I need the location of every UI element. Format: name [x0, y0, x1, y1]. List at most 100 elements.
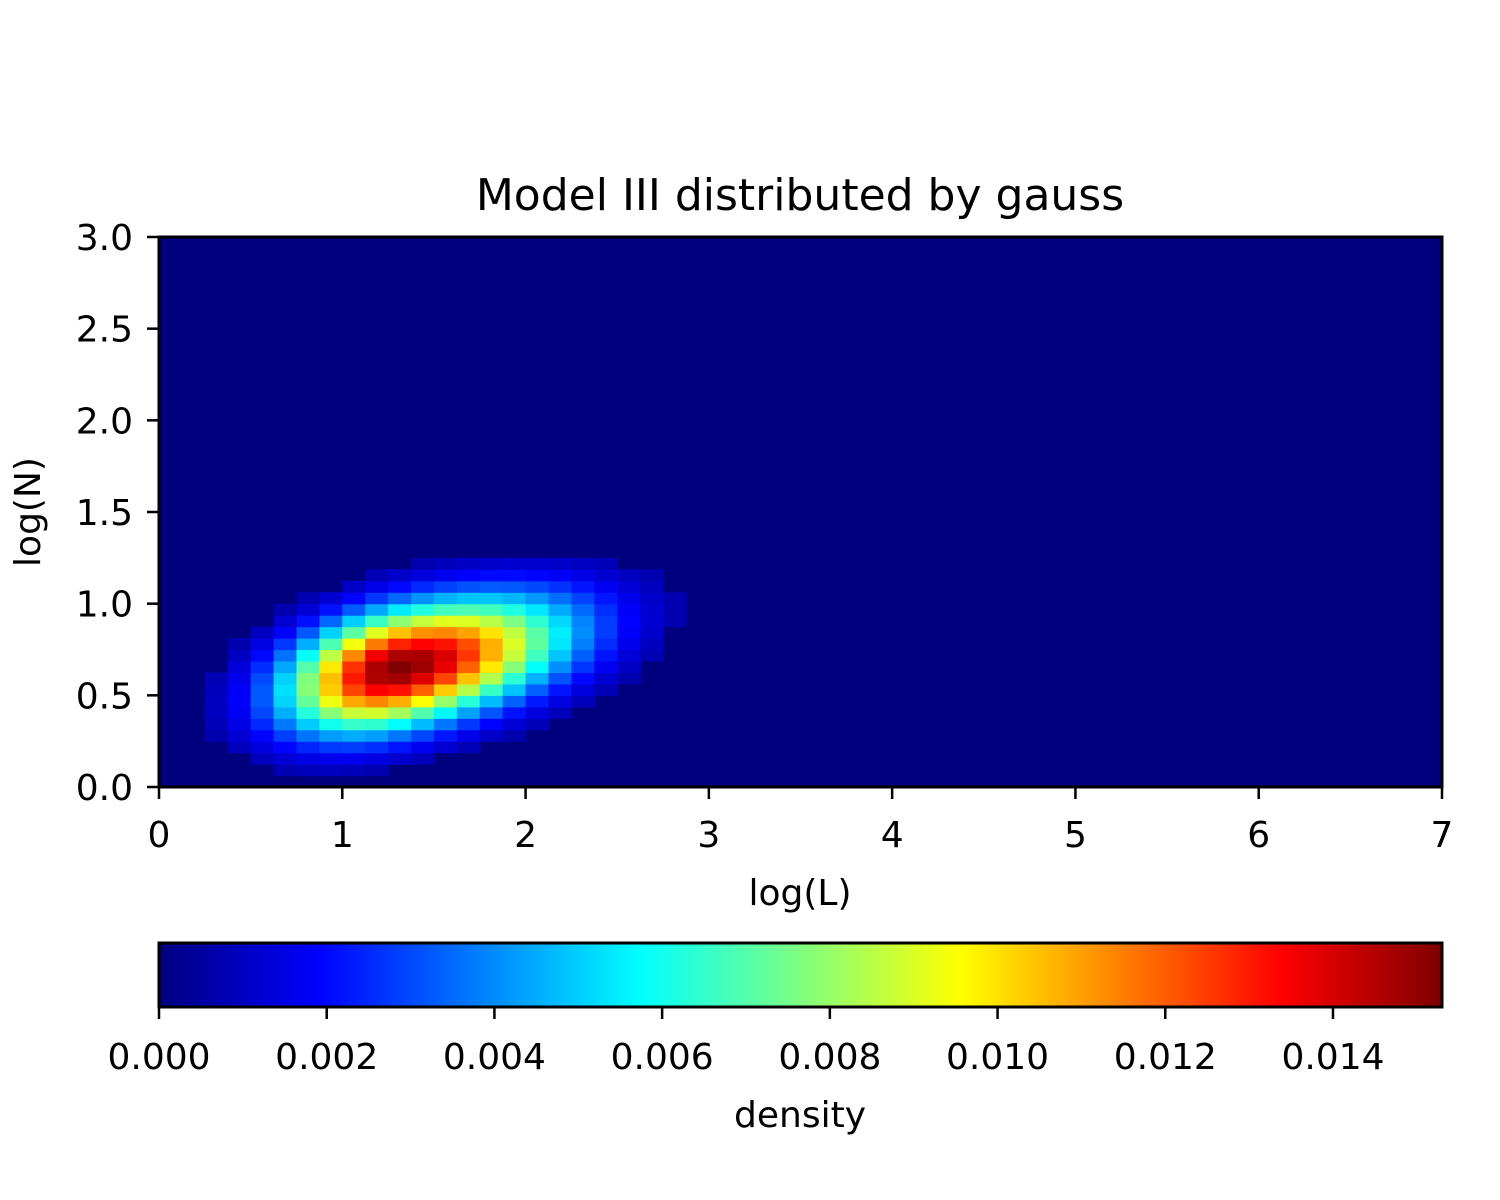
colorbar-tick-label: 0.014 — [1281, 1037, 1384, 1078]
heatmap-cell — [319, 695, 343, 708]
heatmap-cell — [365, 660, 389, 674]
heatmap-cell — [502, 672, 527, 685]
heatmap-cell — [479, 626, 504, 639]
heatmap-cell — [456, 706, 481, 719]
heatmap-cell — [571, 557, 595, 570]
heatmap-cell — [365, 672, 389, 685]
heatmap-cell — [227, 660, 252, 674]
heatmap-cell — [273, 638, 298, 651]
colorbar-tick-label: 0.004 — [443, 1037, 546, 1078]
heatmap-cell — [296, 764, 320, 777]
heatmap-cell — [479, 729, 504, 742]
heatmap-cell — [502, 638, 527, 651]
heatmap-cell — [502, 683, 527, 696]
heatmap-cell — [548, 649, 572, 662]
heatmap-cell — [571, 603, 595, 616]
heatmap-cell — [204, 672, 229, 685]
heatmap-cell — [319, 649, 343, 662]
y-tick-label: 2.5 — [76, 310, 133, 351]
heatmap-cell — [479, 672, 504, 685]
heatmap-cell — [502, 603, 527, 616]
heatmap-cell — [411, 626, 435, 639]
heatmap-cell — [227, 638, 252, 651]
heatmap-cell — [479, 706, 504, 719]
x-axis-ticks: 0 1 2 3 4 5 6 7 — [148, 787, 1454, 856]
heatmap-cell — [433, 695, 458, 708]
heatmap-cell — [525, 569, 550, 582]
heatmap-cell — [479, 638, 504, 651]
heatmap-cell — [319, 706, 343, 719]
heatmap-cell — [548, 660, 572, 674]
heatmap-cell — [433, 706, 458, 719]
colorbar-tick-label: 0.010 — [946, 1037, 1049, 1078]
heatmap-cell — [433, 660, 458, 674]
heatmap-cell — [548, 672, 572, 685]
heatmap-cell — [411, 741, 435, 754]
heatmap-cell — [433, 626, 458, 639]
heatmap-cell — [250, 649, 275, 662]
heatmap-cell — [571, 569, 595, 582]
heatmap-cell — [479, 683, 504, 696]
heatmap-cell — [571, 649, 595, 662]
colorbar-ticks: 0.000 0.002 0.004 0.006 0.008 0.010 0.012 0.014 — [107, 1007, 1385, 1078]
heatmap-cell — [296, 638, 320, 651]
heatmap-cell — [525, 672, 550, 685]
heatmap-cell — [525, 557, 550, 570]
heatmap-cell — [433, 741, 458, 754]
heatmap-cell — [594, 638, 618, 651]
heatmap-cell — [640, 580, 664, 593]
heatmap-cell — [273, 729, 298, 742]
heatmap-cell — [479, 592, 504, 605]
heatmap-cell — [296, 706, 320, 719]
heatmap-cell — [365, 603, 389, 616]
x-tick-label: 7 — [1431, 815, 1454, 856]
x-tick-label: 6 — [1247, 815, 1270, 856]
heatmap-cell — [456, 580, 481, 593]
heatmap-cell — [250, 672, 275, 685]
heatmap-cell — [571, 592, 595, 605]
heatmap-cell — [388, 649, 412, 662]
heatmap-cell — [548, 683, 572, 696]
y-axis-label: log(N) — [8, 457, 49, 567]
heatmap-cell — [273, 718, 298, 731]
heatmap-cell — [342, 729, 366, 742]
heatmap-cell — [342, 603, 366, 616]
heatmap-cell — [250, 718, 275, 731]
heatmap-cell — [433, 569, 458, 582]
heatmap-cell — [319, 718, 343, 731]
heatmap-cell — [319, 638, 343, 651]
heatmap-cell — [204, 729, 229, 742]
heatmap-cell — [594, 580, 618, 593]
heatmap-cell — [273, 741, 298, 754]
heatmap-cell — [433, 649, 458, 662]
heatmap-cell — [548, 695, 572, 708]
heatmap-cell — [433, 672, 458, 685]
heatmap-cell — [525, 706, 550, 719]
heatmap-cell — [342, 741, 366, 754]
heatmap-cell — [319, 660, 343, 674]
heatmap-cell — [296, 672, 320, 685]
heatmap-cell — [388, 672, 412, 685]
heatmap-cell — [296, 752, 320, 765]
heatmap-cell — [250, 752, 275, 765]
heatmap-cell — [296, 626, 320, 639]
heatmap-cell — [342, 764, 366, 777]
x-tick-label: 2 — [514, 815, 537, 856]
heatmap-cell — [342, 580, 366, 593]
heatmap-cell — [273, 695, 298, 708]
heatmap-cell — [411, 695, 435, 708]
heatmap-cell — [411, 569, 435, 582]
colorbar-tick-label: 0.008 — [778, 1037, 881, 1078]
heatmap-cell — [640, 615, 664, 628]
colorbar-label: density — [734, 1095, 866, 1136]
heatmap-cell — [365, 638, 389, 651]
heatmap-cell — [502, 592, 527, 605]
heatmap-cell — [388, 638, 412, 651]
heatmap-cell — [617, 649, 641, 662]
colorbar-tick-label: 0.006 — [611, 1037, 714, 1078]
heatmap-cell — [319, 592, 343, 605]
heatmap-cell — [594, 683, 618, 696]
heatmap-cell — [411, 660, 435, 674]
heatmap-cell — [433, 683, 458, 696]
